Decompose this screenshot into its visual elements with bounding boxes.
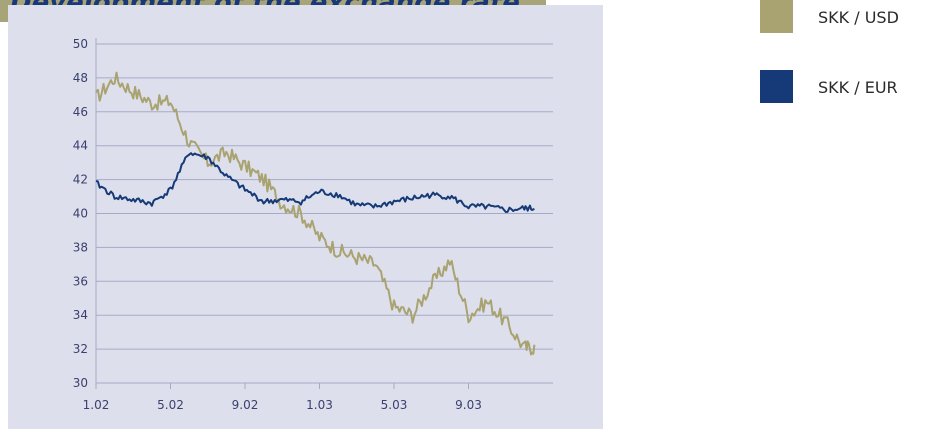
legend-swatch-eur — [760, 70, 793, 103]
legend-item-eur: SKK / EUR — [760, 70, 929, 104]
y-tick-label: 50 — [73, 37, 88, 51]
legend-swatch-usd — [760, 0, 793, 33]
y-tick-label: 46 — [73, 105, 88, 119]
y-tick-label: 44 — [73, 139, 88, 153]
y-tick-label: 34 — [73, 308, 88, 322]
x-tick-label: 5.02 — [157, 398, 184, 412]
x-tick-label: 1.03 — [306, 398, 333, 412]
y-tick-label: 32 — [73, 342, 88, 356]
series-line-skk-eur — [95, 152, 535, 213]
y-tick-label: 40 — [73, 207, 88, 221]
x-tick-label: 9.02 — [232, 398, 259, 412]
x-tick-label: 5.03 — [381, 398, 408, 412]
legend-label-eur: SKK / EUR — [818, 78, 898, 97]
chart-panel: 30 32 34 36 38 40 42 44 46 48 50 1.02 5.02 9.02 1.03 5.… — [8, 5, 603, 429]
series-line-skk-usd — [95, 71, 536, 356]
legend-item-usd: SKK / USD — [760, 0, 929, 34]
exchange-rate-chart: 30 32 34 36 38 40 42 44 46 48 50 1.02 5.02 9.02 1.03 5.… — [73, 37, 553, 412]
legend-label-usd: SKK / USD — [818, 8, 899, 27]
y-tick-label: 36 — [73, 274, 88, 288]
y-tick-label: 48 — [73, 71, 88, 85]
y-tick-label: 42 — [73, 173, 88, 187]
x-tick-label: 9.03 — [455, 398, 482, 412]
y-tick-label: 30 — [73, 376, 88, 390]
y-tick-label: 38 — [73, 240, 88, 254]
x-tick-label: 1.02 — [83, 398, 110, 412]
legend: SKK / USD SKK / EUR — [760, 0, 929, 110]
